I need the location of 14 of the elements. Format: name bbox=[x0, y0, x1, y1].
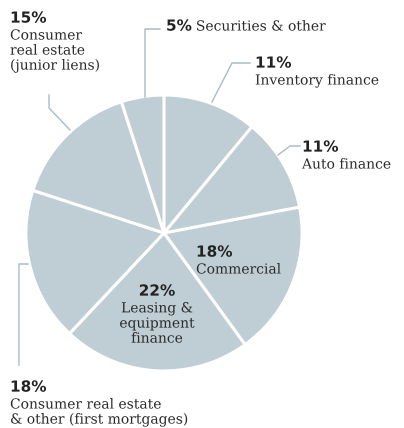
data-label: 11% bbox=[304, 140, 338, 152]
slice-label: Consumer real estate (junior liens) bbox=[10, 29, 99, 73]
data-label: 5% bbox=[167, 19, 192, 31]
data-label: 15% bbox=[12, 11, 46, 23]
data-label: 18% bbox=[12, 380, 46, 392]
slice-label: Securities & other bbox=[197, 20, 326, 31]
slice-label: Inventory finance bbox=[256, 74, 378, 88]
data-label: 11% bbox=[256, 56, 292, 68]
slice-label: Commercial bbox=[196, 263, 281, 274]
data-label: 22% bbox=[140, 284, 175, 296]
data-label: 18% bbox=[198, 245, 232, 257]
slice-label: Leasing & equipment finance bbox=[120, 302, 195, 343]
slice-label: Auto finance bbox=[302, 158, 390, 169]
slice-label: Consumer real estate & other (first mortgages) bbox=[10, 398, 188, 427]
